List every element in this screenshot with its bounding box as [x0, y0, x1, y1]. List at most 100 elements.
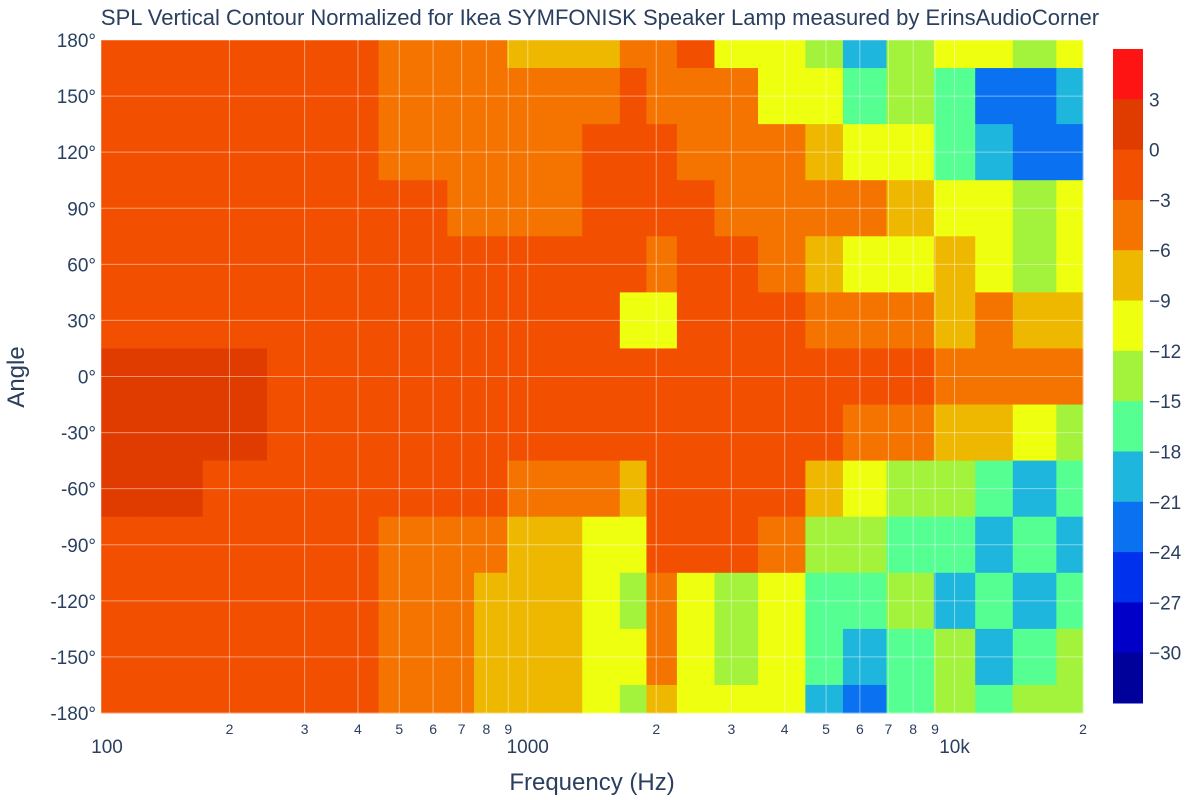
contour-cell [378, 348, 417, 406]
contour-cell [582, 236, 621, 293]
colorbar-band [1113, 602, 1143, 654]
x-tick-label-minor: 2 [652, 721, 660, 737]
contour-cell [138, 40, 204, 69]
contour-cell [447, 684, 475, 714]
x-tick-label-minor: 9 [931, 721, 939, 737]
contour-cell [138, 180, 204, 237]
contour-cell [1012, 40, 1057, 69]
contour-cell [507, 68, 546, 125]
contour-cell [619, 348, 647, 406]
contour-cell [933, 404, 976, 462]
contour-cell [474, 180, 508, 237]
contour-cell [1056, 236, 1084, 293]
contour-cell [758, 68, 806, 125]
contour-cell [805, 236, 844, 293]
contour-cell [101, 404, 140, 462]
contour-cell [646, 124, 678, 181]
contour-cell [842, 180, 888, 237]
contour-cell [842, 404, 888, 462]
contour-cell [447, 68, 475, 125]
contour-cell [378, 292, 417, 349]
contour-cell [507, 40, 546, 69]
contour-cell [447, 124, 475, 181]
contour-cell [842, 236, 888, 293]
contour-cell [975, 572, 1014, 630]
contour-cell [933, 180, 976, 237]
contour-cell [331, 684, 380, 714]
x-tick-label-minor: 7 [885, 721, 893, 737]
colorbar-tick-label: 3 [1149, 90, 1160, 111]
colorbar-tick-label: −12 [1149, 342, 1181, 363]
contour-cell [202, 68, 268, 125]
contour-cell [544, 292, 583, 349]
contour-cell [1012, 124, 1057, 181]
contour-cell [507, 124, 546, 181]
contour-cell [1012, 516, 1057, 574]
colorbar-band [1113, 652, 1143, 704]
contour-cell [975, 68, 1014, 125]
contour-cell [544, 516, 583, 574]
contour-cell [267, 292, 332, 349]
contour-cell [544, 628, 583, 686]
contour-cell [933, 460, 976, 518]
contour-cell [138, 628, 204, 686]
contour-cell [378, 124, 417, 181]
x-tick-label-minor: 4 [354, 721, 362, 737]
contour-cell [975, 124, 1014, 181]
contour-cell [619, 236, 647, 293]
contour-cell [101, 124, 140, 181]
colorbar-tick-label: −27 [1149, 593, 1181, 614]
contour-cell [886, 68, 935, 125]
contour-cell [646, 572, 678, 630]
contour-cell [331, 516, 380, 574]
contour-cell [1056, 68, 1084, 125]
contour-cell [619, 404, 647, 462]
contour-cell [758, 516, 806, 574]
contour-cell [646, 40, 678, 69]
contour-cell [886, 460, 935, 518]
contour-cell [758, 348, 806, 406]
contour-cell [805, 628, 844, 686]
x-tick-label-minor: 4 [781, 721, 789, 737]
contour-cell [331, 292, 380, 349]
contour-cell [447, 348, 475, 406]
contour-cell [646, 236, 678, 293]
contour-cell [474, 124, 508, 181]
contour-cell [933, 68, 976, 125]
x-tick-label-major: 100 [91, 737, 123, 758]
contour-cell [267, 628, 332, 686]
contour-cell [544, 180, 583, 237]
contour-cell [676, 684, 715, 714]
colorbar-tick-label: −21 [1149, 493, 1181, 514]
contour-cell [933, 124, 976, 181]
y-tick-label: -90° [61, 536, 96, 557]
contour-cell [267, 124, 332, 181]
contour-cell [842, 348, 888, 406]
contour-cell [331, 68, 380, 125]
contour-cell [474, 460, 508, 518]
contour-cell [378, 40, 417, 69]
contour-cell [378, 404, 417, 462]
x-tick-label-minor: 2 [1079, 721, 1087, 737]
contour-cell [474, 572, 508, 630]
contour-cell [416, 516, 448, 574]
contour-cell [507, 628, 546, 686]
colorbar-band [1113, 149, 1143, 201]
contour-cell [933, 516, 976, 574]
y-tick-label: 30° [67, 311, 96, 332]
contour-cell [202, 180, 268, 237]
contour-cell [842, 292, 888, 349]
contour-cell [331, 460, 380, 518]
contour-cell [646, 516, 678, 574]
colorbar-tick-label: −24 [1149, 543, 1182, 564]
contour-cell [1056, 628, 1084, 686]
contour-cell [331, 404, 380, 462]
colorbar-tick-label: −9 [1149, 292, 1171, 313]
contour-cell [975, 348, 1014, 406]
contour-cell [933, 684, 976, 714]
contour-cell [676, 404, 715, 462]
contour-cell [447, 516, 475, 574]
contour-cell [805, 516, 844, 574]
contour-cell [544, 40, 583, 69]
